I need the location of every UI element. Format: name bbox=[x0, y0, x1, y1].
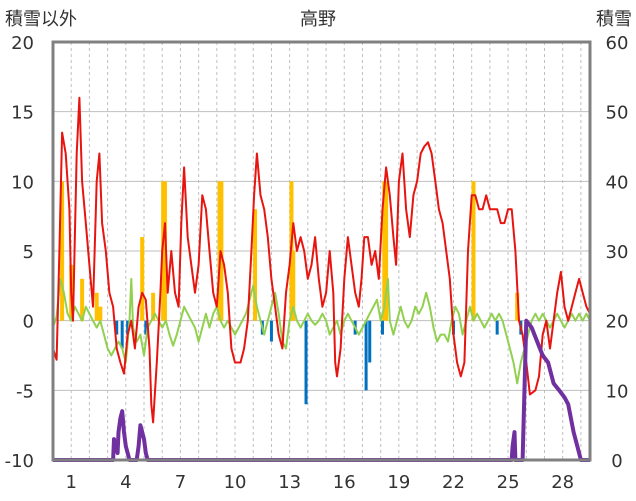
bar-negative bbox=[126, 320, 130, 335]
plot-frame bbox=[51, 40, 592, 462]
bar-positive bbox=[94, 292, 99, 321]
bar-positive bbox=[253, 209, 258, 321]
x-tick-label: 13 bbox=[278, 472, 301, 493]
y-right-tick-label: 40 bbox=[606, 172, 629, 193]
y-left-tick-label: -5 bbox=[16, 381, 34, 402]
y-left-tick-label: 10 bbox=[11, 172, 34, 193]
y-left-tick-label: 0 bbox=[23, 312, 34, 333]
y-left-tick-label: -10 bbox=[5, 451, 34, 472]
bar-negative bbox=[120, 320, 124, 349]
bar-positive bbox=[151, 292, 156, 321]
bar-layer bbox=[60, 181, 523, 405]
bar-negative bbox=[269, 320, 273, 342]
bar-negative bbox=[368, 320, 372, 363]
line-layer bbox=[52, 96, 591, 462]
y-right-axis-title: 積雪 bbox=[596, 9, 632, 30]
bar-negative bbox=[144, 320, 148, 335]
bar-negative bbox=[115, 320, 119, 335]
bar-positive bbox=[515, 292, 520, 321]
bar-positive bbox=[384, 181, 389, 321]
grid-layer bbox=[53, 42, 590, 460]
series-line-green bbox=[52, 277, 591, 385]
y-right-tick-label: 60 bbox=[606, 33, 629, 54]
bar-negative bbox=[364, 320, 368, 391]
bar-positive bbox=[98, 306, 103, 321]
y-right-tick-label: 10 bbox=[606, 381, 629, 402]
y-right-tick-label: 50 bbox=[606, 103, 629, 124]
y-left-tick-label: 20 bbox=[11, 33, 34, 54]
bar-positive bbox=[80, 278, 85, 321]
bar-positive bbox=[60, 181, 65, 321]
bar-positive bbox=[291, 251, 296, 321]
bar-negative bbox=[304, 320, 308, 405]
y-right-tick-label: 0 bbox=[611, 451, 622, 472]
y-right-tick-label: 20 bbox=[606, 312, 629, 333]
bar-negative bbox=[380, 320, 384, 335]
x-tick-label: 7 bbox=[175, 472, 186, 493]
x-tick-label: 10 bbox=[224, 472, 247, 493]
x-tick-label: 28 bbox=[551, 472, 574, 493]
bar-negative bbox=[495, 320, 499, 335]
x-tick-label: 16 bbox=[333, 472, 356, 493]
y-left-axis-title: 積雪以外 bbox=[5, 9, 77, 30]
x-tick-label: 4 bbox=[120, 472, 131, 493]
y-left-tick-label: 15 bbox=[11, 103, 34, 124]
series-line-red bbox=[52, 96, 591, 424]
y-right-tick-label: 30 bbox=[606, 242, 629, 263]
y-left-tick-label: 5 bbox=[23, 242, 34, 263]
x-tick-label: 19 bbox=[387, 472, 410, 493]
chart-title: 高野 bbox=[300, 9, 336, 30]
x-tick-label: 25 bbox=[497, 472, 520, 493]
x-tick-label: 1 bbox=[65, 472, 76, 493]
x-tick-label: 22 bbox=[442, 472, 465, 493]
bar-positive bbox=[471, 181, 476, 321]
bar-positive bbox=[162, 181, 167, 321]
bar-positive bbox=[140, 237, 145, 321]
